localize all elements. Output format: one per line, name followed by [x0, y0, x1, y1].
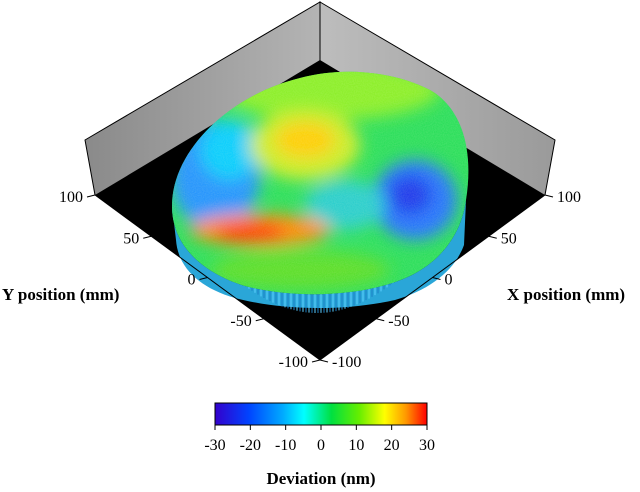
x-tick-mark — [319, 359, 329, 363]
x-tick-label: 100 — [557, 189, 581, 206]
colorbar — [214, 402, 428, 426]
colorbar-ticks: -30 -20 -10 0 10 20 30 — [204, 425, 435, 454]
y-tick-label: -100 — [279, 354, 308, 371]
colorbar-label: Deviation (nm) — [266, 469, 375, 488]
x-tick-mark — [432, 277, 441, 280]
colorbar-tick-label: 20 — [384, 437, 400, 454]
colorbar-tick-label: -10 — [275, 437, 296, 454]
x-tick-mark — [376, 318, 385, 322]
x-tick-label: 50 — [501, 230, 517, 247]
y-tick-mark — [143, 235, 152, 239]
y-tick-mark — [311, 359, 321, 363]
colorbar-tick-label: -30 — [204, 437, 225, 454]
y-tick-mark — [199, 277, 208, 280]
y-tick-label: 0 — [188, 272, 196, 289]
y-axis-label: Y position (mm) — [2, 285, 119, 304]
y-axis-ticks: 100 50 0 -50 -100 — [59, 189, 321, 371]
y-tick-label: 50 — [123, 230, 139, 247]
colorbar-tick-label: -20 — [240, 437, 261, 454]
x-tick-label: -100 — [332, 354, 361, 371]
x-tick-mark — [544, 194, 554, 198]
x-tick-label: -50 — [388, 313, 409, 330]
y-tick-label: 100 — [59, 189, 83, 206]
y-tick-label: -50 — [230, 313, 251, 330]
colorbar-tick-label: 30 — [419, 437, 435, 454]
y-tick-mark — [255, 318, 264, 322]
x-axis-ticks: 100 50 0 -50 -100 — [319, 189, 581, 371]
colorbar-tick-label: 0 — [317, 437, 325, 454]
colorbar-tick-label: 10 — [348, 437, 364, 454]
y-tick-mark — [86, 194, 96, 198]
x-tick-label: 0 — [445, 272, 453, 289]
x-tick-mark — [488, 235, 497, 239]
x-axis-label: X position (mm) — [507, 285, 625, 304]
